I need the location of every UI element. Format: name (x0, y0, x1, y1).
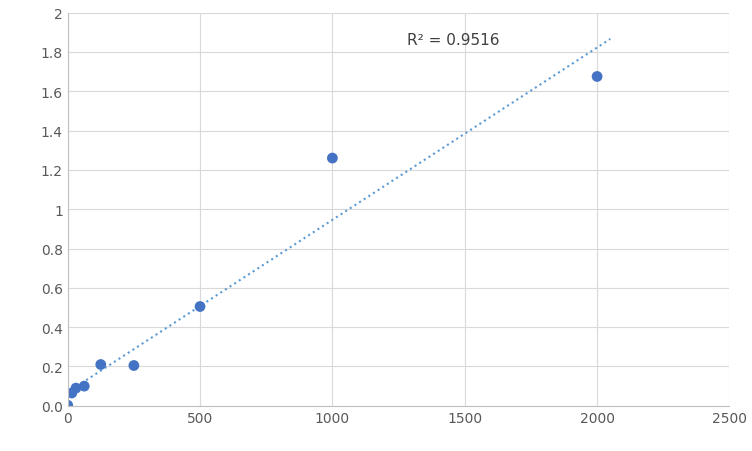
Point (95, 361, 107, 368)
Point (326, 155, 338, 162)
Point (128, 362, 140, 369)
Point (78, 382, 90, 390)
Point (591, 74, 603, 81)
Point (66, 390, 77, 397)
Point (62, 402, 74, 409)
Point (194, 303, 206, 310)
Point (70, 385, 82, 392)
Text: R² = 0.9516: R² = 0.9516 (407, 33, 499, 48)
